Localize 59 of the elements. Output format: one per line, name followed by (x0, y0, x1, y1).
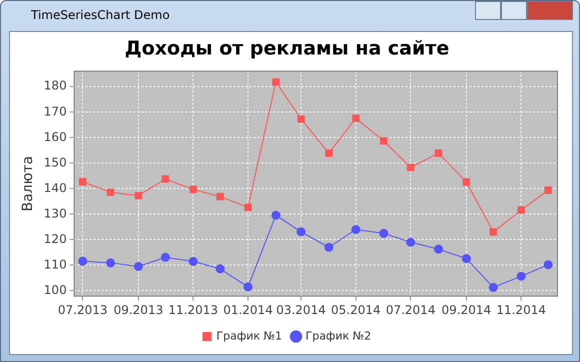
x-tick-label: 09.2013 (114, 302, 164, 317)
point (134, 192, 142, 200)
point (78, 256, 88, 266)
y-tick-label: 160 (44, 130, 67, 144)
y-tick-label: 140 (44, 180, 67, 195)
point (244, 282, 253, 292)
x-tick-label: 03.2014 (276, 302, 326, 317)
chart-title: Доходы от рекламы на сайте (124, 37, 450, 60)
point (488, 282, 498, 292)
point (272, 78, 280, 86)
x-tick-label: 07.2013 (58, 302, 108, 317)
point (352, 114, 360, 122)
point (406, 164, 414, 172)
point (544, 186, 552, 194)
point (434, 244, 443, 254)
point (434, 150, 442, 157)
legend-label: График №1 (216, 329, 282, 342)
x-tick-label: 11.2013 (168, 302, 218, 317)
point (462, 254, 471, 264)
point (106, 258, 116, 268)
text: TimeSeriesChart Demo (31, 8, 170, 22)
point (216, 264, 225, 274)
point (271, 210, 280, 220)
point (162, 175, 170, 183)
y-tick-label: 110 (44, 257, 67, 272)
point (216, 192, 224, 200)
point (79, 178, 86, 186)
x-tick-label: 01.2014 (223, 302, 273, 317)
point (379, 228, 388, 238)
point (351, 225, 360, 234)
y-tick-label: 120 (44, 232, 67, 246)
point (490, 228, 497, 236)
point (296, 227, 306, 236)
point (544, 260, 553, 270)
x-tick-label: 07.2014 (386, 302, 436, 317)
legend-label: График №2 (306, 329, 372, 342)
point (325, 150, 333, 157)
point (190, 186, 197, 194)
y-tick-label: 130 (44, 206, 67, 220)
y-tick-label: 180 (44, 78, 67, 93)
y-tick-label: 150 (44, 155, 67, 170)
x-tick-label: 05.2014 (331, 302, 381, 317)
y-tick-label: 100 (44, 282, 67, 297)
x-tick-label: 11.2014 (496, 302, 546, 317)
point (516, 272, 526, 281)
x-tick-label: 09.2014 (442, 302, 492, 317)
point (188, 256, 198, 266)
point (462, 178, 470, 186)
point (517, 206, 525, 214)
point (297, 115, 305, 123)
point (106, 188, 114, 196)
y-tick-label: 170 (44, 104, 67, 118)
point (244, 204, 252, 211)
point (134, 262, 143, 271)
point (406, 238, 416, 247)
point (324, 242, 334, 252)
y-axis-title: Валюта (20, 156, 36, 212)
point (160, 252, 170, 262)
point (380, 137, 388, 145)
